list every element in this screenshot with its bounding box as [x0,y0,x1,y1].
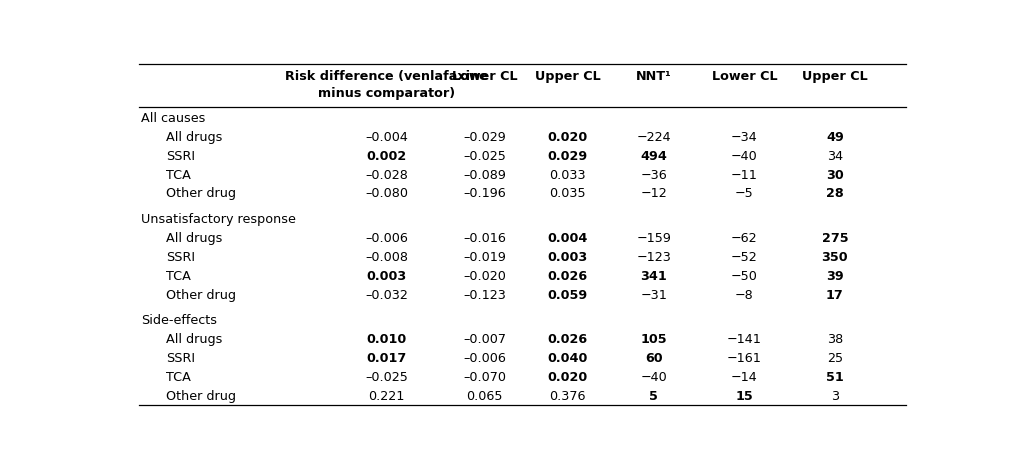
Text: 51: 51 [826,371,843,384]
Text: 15: 15 [736,390,753,403]
Text: −40: −40 [731,150,758,163]
Text: All causes: All causes [141,112,205,125]
Text: 0.035: 0.035 [549,187,586,201]
Text: 38: 38 [826,333,843,346]
Text: All drugs: All drugs [166,131,222,144]
Text: SSRI: SSRI [166,251,195,264]
Text: 28: 28 [826,187,843,201]
Text: –0.006: –0.006 [464,352,506,365]
Text: −8: −8 [735,289,754,301]
Text: −40: −40 [640,371,667,384]
Text: −34: −34 [731,131,758,144]
Text: 49: 49 [826,131,843,144]
Text: 0.033: 0.033 [549,169,586,182]
Text: Risk difference (venlafaxine
minus comparator): Risk difference (venlafaxine minus compa… [285,70,488,100]
Text: 0.059: 0.059 [547,289,588,301]
Text: Other drug: Other drug [166,187,236,201]
Text: –0.089: –0.089 [464,169,506,182]
Text: Upper CL: Upper CL [535,70,600,83]
Text: SSRI: SSRI [166,352,195,365]
Text: 0.003: 0.003 [366,270,407,283]
Text: 30: 30 [826,169,843,182]
Text: 0.010: 0.010 [366,333,407,346]
Text: Upper CL: Upper CL [802,70,868,83]
Text: TCA: TCA [166,270,191,283]
Text: −12: −12 [640,187,667,201]
Text: Other drug: Other drug [166,390,236,403]
Text: –0.070: –0.070 [463,371,506,384]
Text: Side-effects: Side-effects [141,314,217,327]
Text: 350: 350 [821,251,849,264]
Text: All drugs: All drugs [166,333,222,346]
Text: –0.029: –0.029 [464,131,506,144]
Text: −52: −52 [731,251,758,264]
Text: –0.032: –0.032 [365,289,408,301]
Text: −141: −141 [727,333,762,346]
Text: 17: 17 [826,289,843,301]
Text: NNT¹: NNT¹ [636,70,672,83]
Text: SSRI: SSRI [166,150,195,163]
Text: −31: −31 [640,289,667,301]
Text: 34: 34 [827,150,842,163]
Text: 0.029: 0.029 [547,150,588,163]
Text: TCA: TCA [166,371,191,384]
Text: −50: −50 [731,270,758,283]
Text: –0.020: –0.020 [464,270,506,283]
Text: −11: −11 [731,169,758,182]
Text: −36: −36 [640,169,667,182]
Text: 5: 5 [650,390,659,403]
Text: –0.016: –0.016 [464,232,506,245]
Text: 0.040: 0.040 [547,352,588,365]
Text: −161: −161 [727,352,762,365]
Text: 494: 494 [640,150,667,163]
Text: Other drug: Other drug [166,289,236,301]
Text: –0.008: –0.008 [365,251,408,264]
Text: −224: −224 [636,131,671,144]
Text: 0.002: 0.002 [366,150,407,163]
Text: –0.028: –0.028 [365,169,408,182]
Text: –0.019: –0.019 [464,251,506,264]
Text: –0.007: –0.007 [463,333,506,346]
Text: 0.026: 0.026 [547,270,588,283]
Text: −5: −5 [735,187,754,201]
Text: −62: −62 [731,232,757,245]
Text: 25: 25 [827,352,842,365]
Text: 3: 3 [830,390,839,403]
Text: –0.123: –0.123 [464,289,506,301]
Text: Lower CL: Lower CL [712,70,777,83]
Text: –0.080: –0.080 [365,187,408,201]
Text: TCA: TCA [166,169,191,182]
Text: −123: −123 [636,251,671,264]
Text: 60: 60 [646,352,663,365]
Text: 0.065: 0.065 [467,390,503,403]
Text: 0.003: 0.003 [547,251,588,264]
Text: –0.004: –0.004 [365,131,408,144]
Text: −159: −159 [636,232,671,245]
Text: –0.006: –0.006 [365,232,408,245]
Text: 341: 341 [640,270,667,283]
Text: –0.025: –0.025 [365,371,408,384]
Text: Unsatisfactory response: Unsatisfactory response [141,213,296,226]
Text: 0.020: 0.020 [547,131,588,144]
Text: 0.004: 0.004 [547,232,588,245]
Text: −14: −14 [731,371,758,384]
Text: –0.196: –0.196 [464,187,506,201]
Text: 0.221: 0.221 [368,390,405,403]
Text: 275: 275 [821,232,849,245]
Text: 0.376: 0.376 [549,390,586,403]
Text: 0.020: 0.020 [547,371,588,384]
Text: Lower CL: Lower CL [452,70,518,83]
Text: 0.026: 0.026 [547,333,588,346]
Text: 0.017: 0.017 [366,352,407,365]
Text: 105: 105 [640,333,667,346]
Text: All drugs: All drugs [166,232,222,245]
Text: –0.025: –0.025 [464,150,506,163]
Text: 39: 39 [826,270,843,283]
